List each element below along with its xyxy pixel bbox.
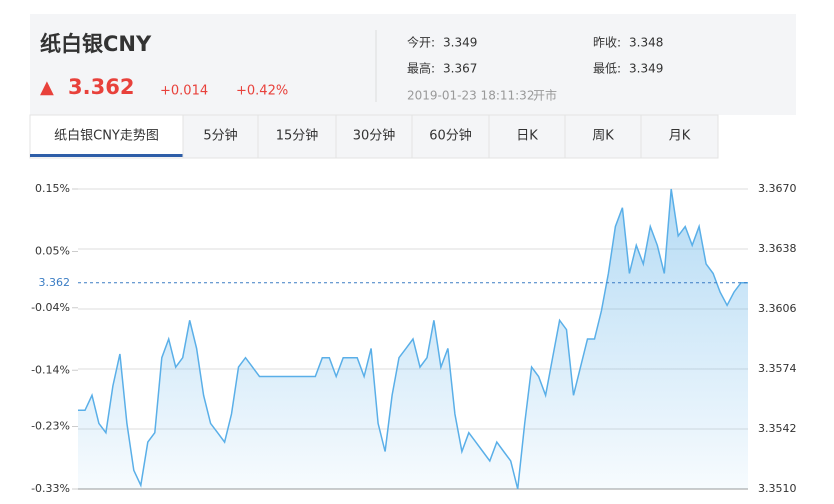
price: 3.362 — [68, 75, 134, 99]
tab[interactable] — [182, 114, 259, 159]
tab[interactable] — [257, 114, 337, 159]
change: +0.014 — [160, 84, 208, 99]
info-label: 今开: — [407, 35, 435, 50]
up-arrow: ▲ — [40, 77, 54, 98]
timestamp: 2019-01-23 18:11:32 — [407, 89, 534, 103]
y2-tick-label: 0.05% — [35, 245, 70, 258]
tab-label[interactable]: 日K — [516, 129, 538, 144]
y-tick-label: 3.3542 — [758, 422, 797, 435]
info-value: 3.367 — [443, 62, 477, 76]
tab-underline — [30, 154, 183, 157]
ref-label: 3.362 — [39, 276, 71, 289]
info-label: 最低: — [593, 62, 621, 76]
tab[interactable] — [488, 114, 566, 159]
info-value: 3.349 — [443, 36, 477, 50]
info-value: 3.349 — [629, 62, 663, 76]
tab-label[interactable]: 60分钟 — [429, 128, 472, 144]
title: 纸白银CNY — [40, 32, 152, 56]
y-tick-label: 3.3670 — [758, 182, 797, 195]
tab-label[interactable]: 15分钟 — [276, 128, 319, 144]
y-tick-label: 3.3574 — [758, 362, 797, 375]
tab-label[interactable]: 纸白银CNY走势图 — [54, 128, 159, 144]
y2-tick-label: -0.14% — [31, 363, 70, 376]
tab[interactable] — [29, 114, 184, 159]
line — [78, 188, 748, 490]
y2-tick-label: 0.15% — [35, 182, 70, 195]
info-label: 最高: — [407, 61, 435, 76]
y-tick-label: 3.3638 — [758, 242, 797, 255]
status: 开市 — [533, 88, 557, 103]
change-pct: +0.42% — [236, 84, 288, 99]
y2-tick-label: -0.04% — [31, 301, 70, 314]
tab[interactable] — [640, 114, 719, 159]
info-value: 3.348 — [629, 36, 663, 50]
header-panel — [30, 14, 796, 115]
y-tick-label: 3.3510 — [758, 482, 797, 495]
tab[interactable] — [335, 114, 413, 159]
info-label: 昨收: — [593, 36, 621, 50]
tab-label[interactable]: 30分钟 — [353, 128, 396, 144]
tab[interactable] — [411, 114, 490, 159]
tab-label[interactable]: 周K — [592, 129, 614, 144]
y2-tick-label: -0.23% — [31, 420, 70, 433]
y2-tick-label: -0.33% — [31, 482, 70, 495]
tab-label[interactable]: 月K — [669, 129, 691, 144]
y-tick-label: 3.3606 — [758, 302, 797, 315]
tab-label[interactable]: 5分钟 — [203, 128, 237, 144]
